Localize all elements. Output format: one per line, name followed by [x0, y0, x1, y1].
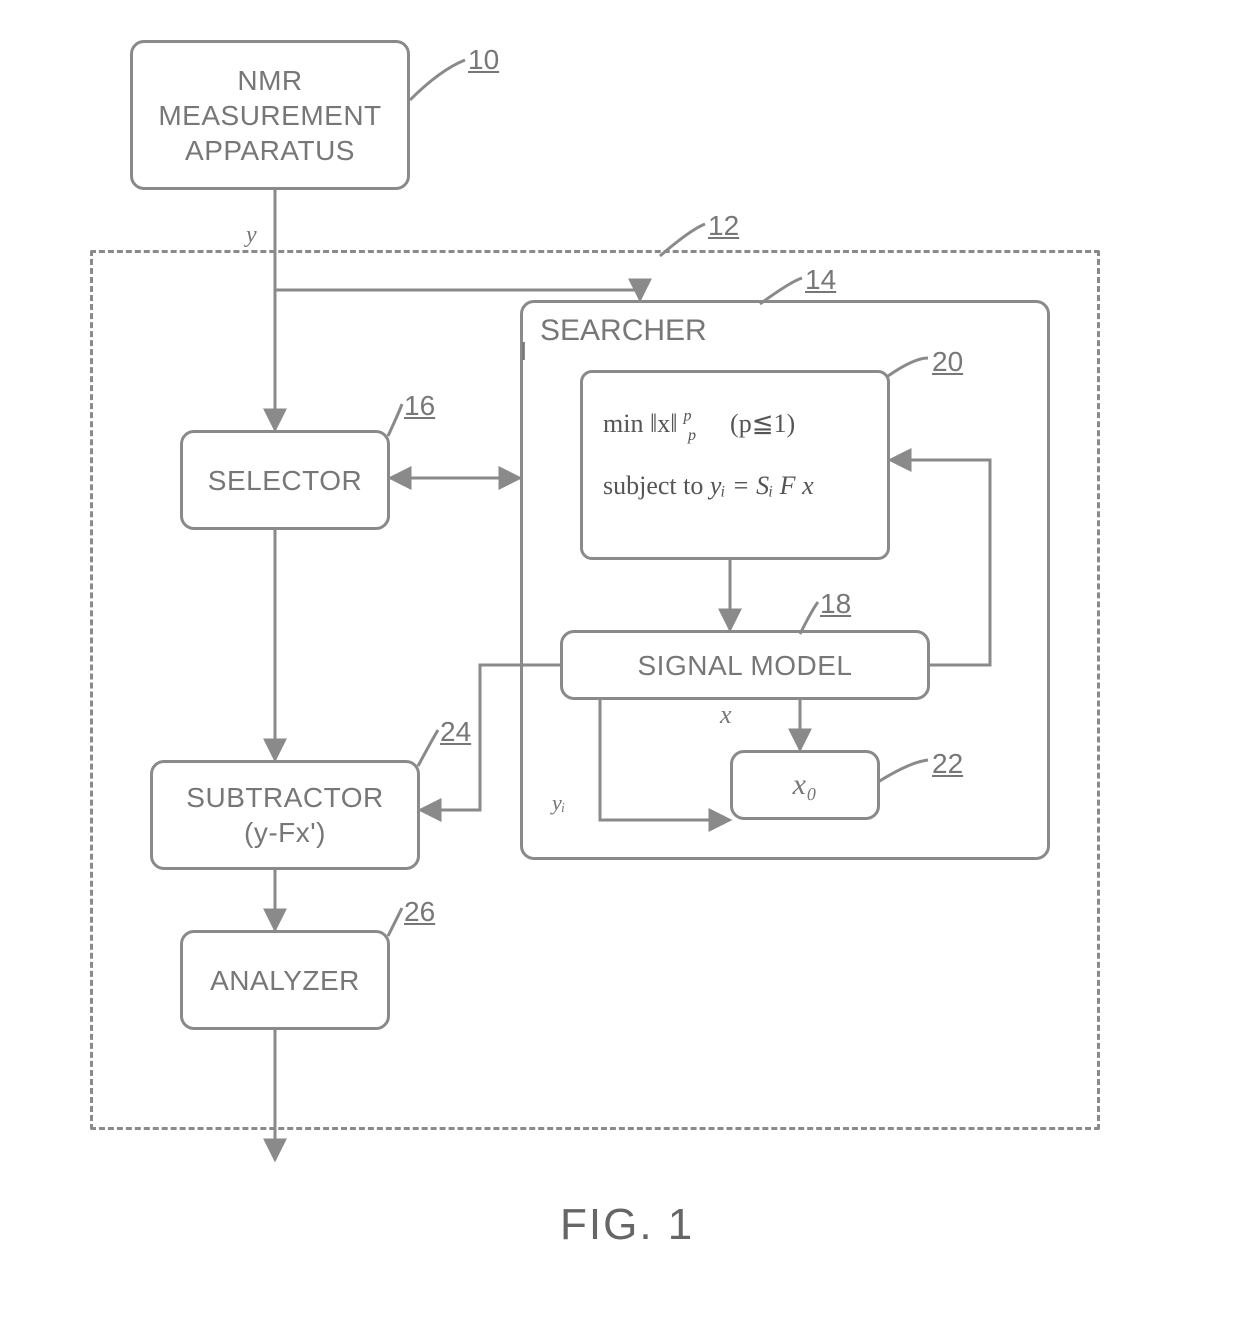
formula-eq: yᵢ = Sᵢ F x: [710, 471, 814, 500]
subtractor-box: SUBTRACTOR(y-Fx'): [150, 760, 420, 870]
formula-subject: subject to: [603, 471, 710, 500]
formula-sup: p: [684, 407, 692, 424]
formula-box: min ‖x‖ p p (p≦1) subject to yᵢ = Sᵢ F x: [580, 370, 890, 560]
ref-20: 20: [932, 346, 963, 378]
nmr-box: NMRMEASUREMENTAPPARATUS: [130, 40, 410, 190]
ref-18: 18: [820, 588, 851, 620]
x0-box: x₀: [730, 750, 880, 820]
ref-26: 26: [404, 896, 435, 928]
ref-14: 14: [805, 264, 836, 296]
ref-22: 22: [932, 748, 963, 780]
subtractor-label: SUBTRACTOR(y-Fx'): [186, 780, 383, 850]
ref-10: 10: [468, 44, 499, 76]
figure-label: FIG. 1: [560, 1200, 694, 1250]
selector-box: SELECTOR: [180, 430, 390, 530]
signal-model-box: SIGNAL MODEL: [560, 630, 930, 700]
ref-24: 24: [440, 716, 471, 748]
signal-model-label: SIGNAL MODEL: [637, 648, 852, 683]
analyzer-box: ANALYZER: [180, 930, 390, 1030]
formula-sub: p: [688, 427, 696, 444]
ref-12: 12: [708, 210, 739, 242]
searcher-label: SEARCHER: [540, 314, 707, 348]
ref-16: 16: [404, 390, 435, 422]
selector-label: SELECTOR: [208, 463, 362, 498]
formula-min: min ‖x‖: [603, 409, 678, 439]
analyzer-label: ANALYZER: [210, 963, 360, 998]
label-I: I: [520, 336, 527, 367]
nmr-label: NMRMEASUREMENTAPPARATUS: [158, 63, 381, 168]
label-y: y: [246, 222, 257, 249]
label-yi: yᵢ: [552, 790, 565, 816]
formula-cond: (p≦1): [730, 409, 795, 439]
x0-label: x₀: [793, 766, 818, 804]
label-x: x: [720, 700, 732, 730]
